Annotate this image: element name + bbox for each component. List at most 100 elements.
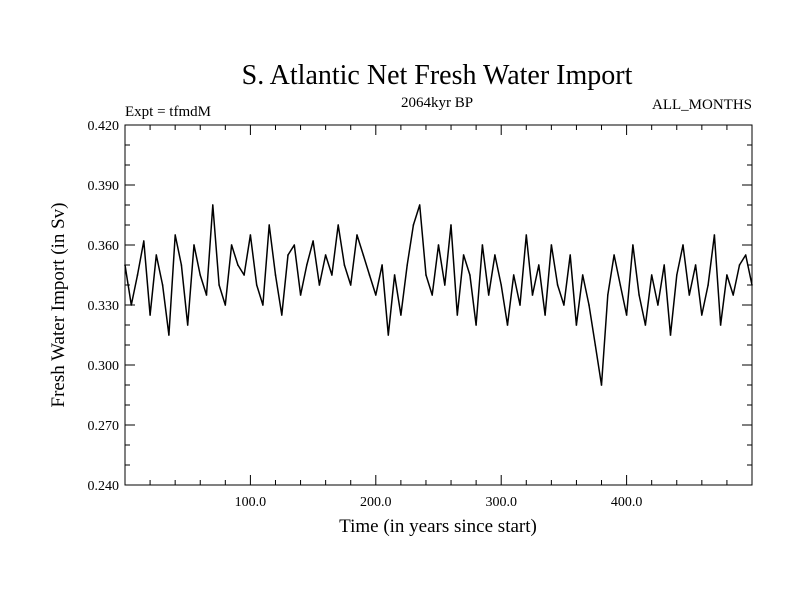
data-point bbox=[500, 284, 503, 286]
data-point bbox=[387, 334, 390, 336]
data-point bbox=[669, 334, 672, 336]
data-point bbox=[732, 294, 734, 296]
data-point bbox=[632, 244, 634, 246]
experiment-label: Expt = tfmdM bbox=[125, 104, 211, 120]
data-point bbox=[581, 274, 584, 276]
data-point bbox=[218, 284, 220, 286]
data-point bbox=[607, 294, 609, 296]
y-tick-label: 0.390 bbox=[88, 179, 120, 194]
data-point bbox=[268, 224, 271, 226]
data-point bbox=[569, 254, 571, 256]
data-point bbox=[362, 254, 365, 256]
data-point bbox=[525, 234, 528, 236]
data-point bbox=[205, 294, 208, 296]
data-point bbox=[487, 294, 490, 296]
x-tick-label: 400.0 bbox=[611, 495, 643, 510]
data-point bbox=[481, 244, 484, 246]
axis-tick-labels: 0.240 0.270 0.300 0.330 0.360 0.390 0.420 100.0… bbox=[88, 119, 643, 510]
data-point bbox=[149, 314, 151, 316]
data-point bbox=[318, 284, 321, 286]
data-point bbox=[143, 240, 145, 242]
data-point bbox=[418, 204, 421, 206]
data-point bbox=[701, 314, 703, 316]
data-point bbox=[519, 304, 521, 306]
data-point bbox=[437, 244, 440, 246]
chart-subtitle: 2064kyr BP bbox=[401, 95, 473, 111]
data-point bbox=[299, 294, 302, 296]
months-label: ALL_MONTHS bbox=[652, 97, 752, 113]
data-point bbox=[324, 254, 327, 256]
data-point bbox=[650, 274, 653, 276]
data-point bbox=[688, 294, 691, 296]
data-point bbox=[638, 294, 640, 296]
data-point bbox=[744, 254, 747, 256]
data-point bbox=[456, 314, 459, 316]
x-tick-label: 100.0 bbox=[235, 495, 267, 510]
data-point bbox=[400, 314, 402, 316]
data-point bbox=[425, 274, 427, 276]
data-point bbox=[726, 274, 728, 276]
data-point bbox=[343, 264, 346, 266]
data-points bbox=[124, 204, 753, 386]
data-point bbox=[563, 304, 565, 306]
data-point bbox=[412, 224, 415, 226]
data-point bbox=[556, 284, 559, 286]
data-point bbox=[462, 254, 465, 256]
data-point bbox=[281, 314, 283, 316]
data-point bbox=[186, 324, 189, 326]
y-axis-label: Fresh Water Import (in Sv) bbox=[48, 203, 69, 408]
data-point bbox=[337, 224, 340, 226]
chart-title: S. Atlantic Net Fresh Water Import bbox=[242, 60, 633, 91]
data-point bbox=[168, 334, 170, 336]
data-point bbox=[406, 264, 409, 266]
data-point bbox=[349, 284, 352, 286]
x-tick-label: 300.0 bbox=[485, 495, 517, 510]
data-point bbox=[538, 264, 540, 266]
data-point bbox=[356, 234, 358, 236]
data-point bbox=[682, 244, 684, 246]
data-point bbox=[262, 304, 264, 306]
data-point bbox=[274, 274, 277, 276]
data-point bbox=[161, 284, 164, 286]
y-tick-label: 0.330 bbox=[88, 299, 120, 314]
data-point bbox=[243, 274, 245, 276]
data-point bbox=[136, 274, 139, 276]
data-point bbox=[713, 234, 716, 236]
data-point bbox=[738, 264, 741, 266]
data-point bbox=[255, 284, 258, 286]
data-point bbox=[644, 324, 647, 326]
data-series-line bbox=[124, 204, 753, 386]
x-axis-label: Time (in years since start) bbox=[339, 516, 537, 537]
data-point bbox=[751, 284, 753, 286]
data-point bbox=[450, 224, 452, 226]
data-point bbox=[663, 264, 665, 266]
data-point bbox=[475, 324, 477, 326]
data-point bbox=[719, 324, 722, 326]
data-point bbox=[625, 314, 628, 316]
data-point bbox=[306, 264, 308, 266]
data-point bbox=[531, 294, 534, 296]
data-point bbox=[174, 234, 176, 236]
data-point bbox=[199, 274, 201, 276]
data-point bbox=[600, 384, 603, 386]
y-tick-label: 0.240 bbox=[88, 479, 120, 494]
data-point bbox=[506, 324, 509, 326]
data-point bbox=[381, 264, 383, 266]
data-point bbox=[212, 204, 214, 206]
data-point bbox=[444, 284, 446, 286]
data-point bbox=[368, 274, 371, 276]
data-point bbox=[180, 264, 183, 266]
data-point bbox=[594, 344, 597, 346]
data-point bbox=[707, 284, 709, 286]
x-tick-label: 200.0 bbox=[360, 495, 392, 510]
data-point bbox=[287, 254, 289, 256]
data-point bbox=[588, 304, 590, 306]
data-point bbox=[312, 240, 314, 242]
data-point bbox=[293, 244, 296, 246]
data-point bbox=[469, 274, 471, 276]
data-point bbox=[512, 274, 515, 276]
data-point bbox=[193, 244, 195, 246]
data-point bbox=[375, 294, 377, 296]
y-tick-label: 0.420 bbox=[88, 119, 120, 134]
